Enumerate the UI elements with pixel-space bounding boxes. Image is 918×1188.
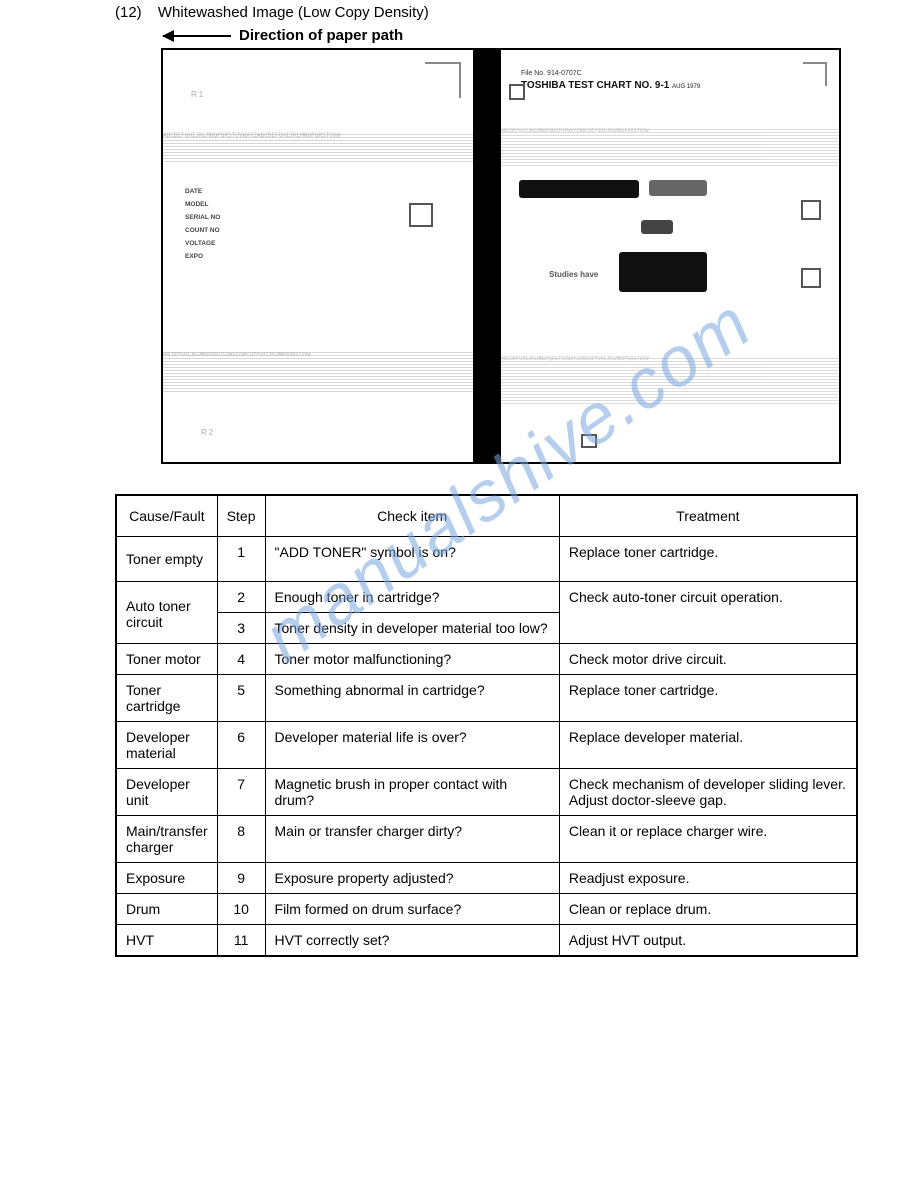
table-body: Toner empty1"ADD TONER" symbol is on?Rep… [116, 537, 857, 957]
cell-treatment: Check auto-toner circuit operation. [559, 582, 857, 644]
corner-mark [509, 84, 525, 100]
section-title: (12) Whitewashed Image (Low Copy Density… [115, 4, 858, 21]
corner-mark [801, 200, 821, 220]
cell-check: Something abnormal in cartridge? [265, 675, 559, 722]
cell-step: 1 [217, 537, 265, 582]
chart-title: TOSHIBA TEST CHART NO. 9-1 AUG 1979 [521, 80, 700, 91]
cell-cause: Toner motor [116, 644, 217, 675]
cell-step: 8 [217, 816, 265, 863]
cell-treatment: Clean or replace drum. [559, 894, 857, 925]
cell-cause: HVT [116, 925, 217, 957]
cell-cause: Developer unit [116, 769, 217, 816]
test-chart-figure: R1 ABCDEFGHIJKLMNOPQRSTUVWXYZABCDEFGHIJK… [161, 48, 841, 464]
section-number: (12) [115, 4, 142, 21]
cell-step: 6 [217, 722, 265, 769]
troubleshoot-table: Cause/Fault Step Check item Treatment To… [115, 494, 858, 957]
chart-right-panel: File No. 914-0707C TOSHIBA TEST CHART NO… [501, 50, 839, 462]
cell-step: 5 [217, 675, 265, 722]
table-row: Developer unit7Magnetic brush in proper … [116, 769, 857, 816]
cell-step: 10 [217, 894, 265, 925]
cell-step: 7 [217, 769, 265, 816]
th-treatment: Treatment [559, 495, 857, 537]
table-header-row: Cause/Fault Step Check item Treatment [116, 495, 857, 537]
cell-step: 3 [217, 613, 265, 644]
direction-row: Direction of paper path [163, 27, 858, 44]
chart-left-panel: R1 ABCDEFGHIJKLMNOPQRSTUVWXYZABCDEFGHIJK… [163, 50, 501, 462]
cell-check: Magnetic brush in proper contact with dr… [265, 769, 559, 816]
density-patch [641, 220, 673, 234]
cell-treatment: Replace toner cartridge. [559, 537, 857, 582]
chart-field-label: DATE [185, 185, 220, 198]
table-row: HVT11HVT correctly set?Adjust HVT output… [116, 925, 857, 957]
cell-cause: Developer material [116, 722, 217, 769]
density-patch [619, 252, 707, 292]
th-cause: Cause/Fault [116, 495, 217, 537]
section-heading: Whitewashed Image (Low Copy Density) [158, 4, 429, 21]
noise-text-row: ABCDEFGHIJKLMNOPQRSTUVWXYZABCDEFGHIJKLMN… [501, 356, 839, 404]
studies-text: Studies have [549, 270, 598, 279]
table-row: Drum10Film formed on drum surface?Clean … [116, 894, 857, 925]
cell-step: 11 [217, 925, 265, 957]
table-row: Developer material6Developer material li… [116, 722, 857, 769]
corner-mark [801, 268, 821, 288]
density-patch [649, 180, 707, 196]
cell-cause: Exposure [116, 863, 217, 894]
noise-text-row: ABCDEFGHIJKLMNOPQRSTUVWXYZABCDEFGHIJKLMN… [501, 128, 839, 166]
cell-check: Enough toner in cartridge? [265, 582, 559, 613]
cell-step: 4 [217, 644, 265, 675]
cell-step: 9 [217, 863, 265, 894]
cell-check: Main or transfer charger dirty? [265, 816, 559, 863]
corner-mark [425, 62, 461, 98]
cell-treatment: Replace toner cartridge. [559, 675, 857, 722]
cell-check: Exposure property adjusted? [265, 863, 559, 894]
cell-step: 2 [217, 582, 265, 613]
cell-cause: Main/transfer charger [116, 816, 217, 863]
table-row: Auto toner circuit2Enough toner in cartr… [116, 582, 857, 613]
cell-treatment: Replace developer material. [559, 722, 857, 769]
density-patch [519, 180, 639, 198]
th-check: Check item [265, 495, 559, 537]
cell-check: Developer material life is over? [265, 722, 559, 769]
cell-check: Toner motor malfunctioning? [265, 644, 559, 675]
chart-file-no: File No. 914-0707C [521, 70, 582, 77]
noise-text-row: ABCDEFGHIJKLMNOPQRSTUVWXYZABCDEFGHIJKLMN… [163, 132, 473, 162]
chart-field-label: EXPO [185, 250, 220, 263]
arrow-left-icon [163, 35, 231, 37]
chart-field-label: SERIAL NO [185, 211, 220, 224]
field-list: DATEMODELSERIAL NOCOUNT NOVOLTAGEEXPO [185, 185, 220, 263]
cell-treatment: Check motor drive circuit. [559, 644, 857, 675]
table-row: Toner motor4Toner motor malfunctioning?C… [116, 644, 857, 675]
cell-check: Toner density in developer material too … [265, 613, 559, 644]
chart-mark-r1: R1 [191, 90, 205, 99]
cell-cause: Toner empty [116, 537, 217, 582]
cell-treatment: Clean it or replace charger wire. [559, 816, 857, 863]
noise-text-row: ABCDEFGHIJKLMNOPQRSTUVWXYZABCDEFGHIJKLMN… [163, 352, 473, 392]
th-step: Step [217, 495, 265, 537]
chart-mark-r2: R2 [201, 428, 215, 437]
cell-check: Film formed on drum surface? [265, 894, 559, 925]
chart-field-label: MODEL [185, 198, 220, 211]
table-row: Toner cartridge5Something abnormal in ca… [116, 675, 857, 722]
corner-mark [803, 62, 827, 86]
cell-check: "ADD TONER" symbol is on? [265, 537, 559, 582]
table-row: Main/transfer charger8Main or transfer c… [116, 816, 857, 863]
cell-cause: Auto toner circuit [116, 582, 217, 644]
cell-check: HVT correctly set? [265, 925, 559, 957]
chart-field-label: VOLTAGE [185, 237, 220, 250]
table-row: Exposure9Exposure property adjusted?Read… [116, 863, 857, 894]
corner-mark [581, 434, 597, 448]
chart-mark-w [409, 203, 433, 227]
chart-field-label: COUNT NO [185, 224, 220, 237]
table-row: Toner empty1"ADD TONER" symbol is on?Rep… [116, 537, 857, 582]
direction-label: Direction of paper path [239, 27, 403, 44]
cell-cause: Drum [116, 894, 217, 925]
cell-treatment: Readjust exposure. [559, 863, 857, 894]
cell-treatment: Adjust HVT output. [559, 925, 857, 957]
cell-treatment: Check mechanism of developer sliding lev… [559, 769, 857, 816]
cell-cause: Toner cartridge [116, 675, 217, 722]
